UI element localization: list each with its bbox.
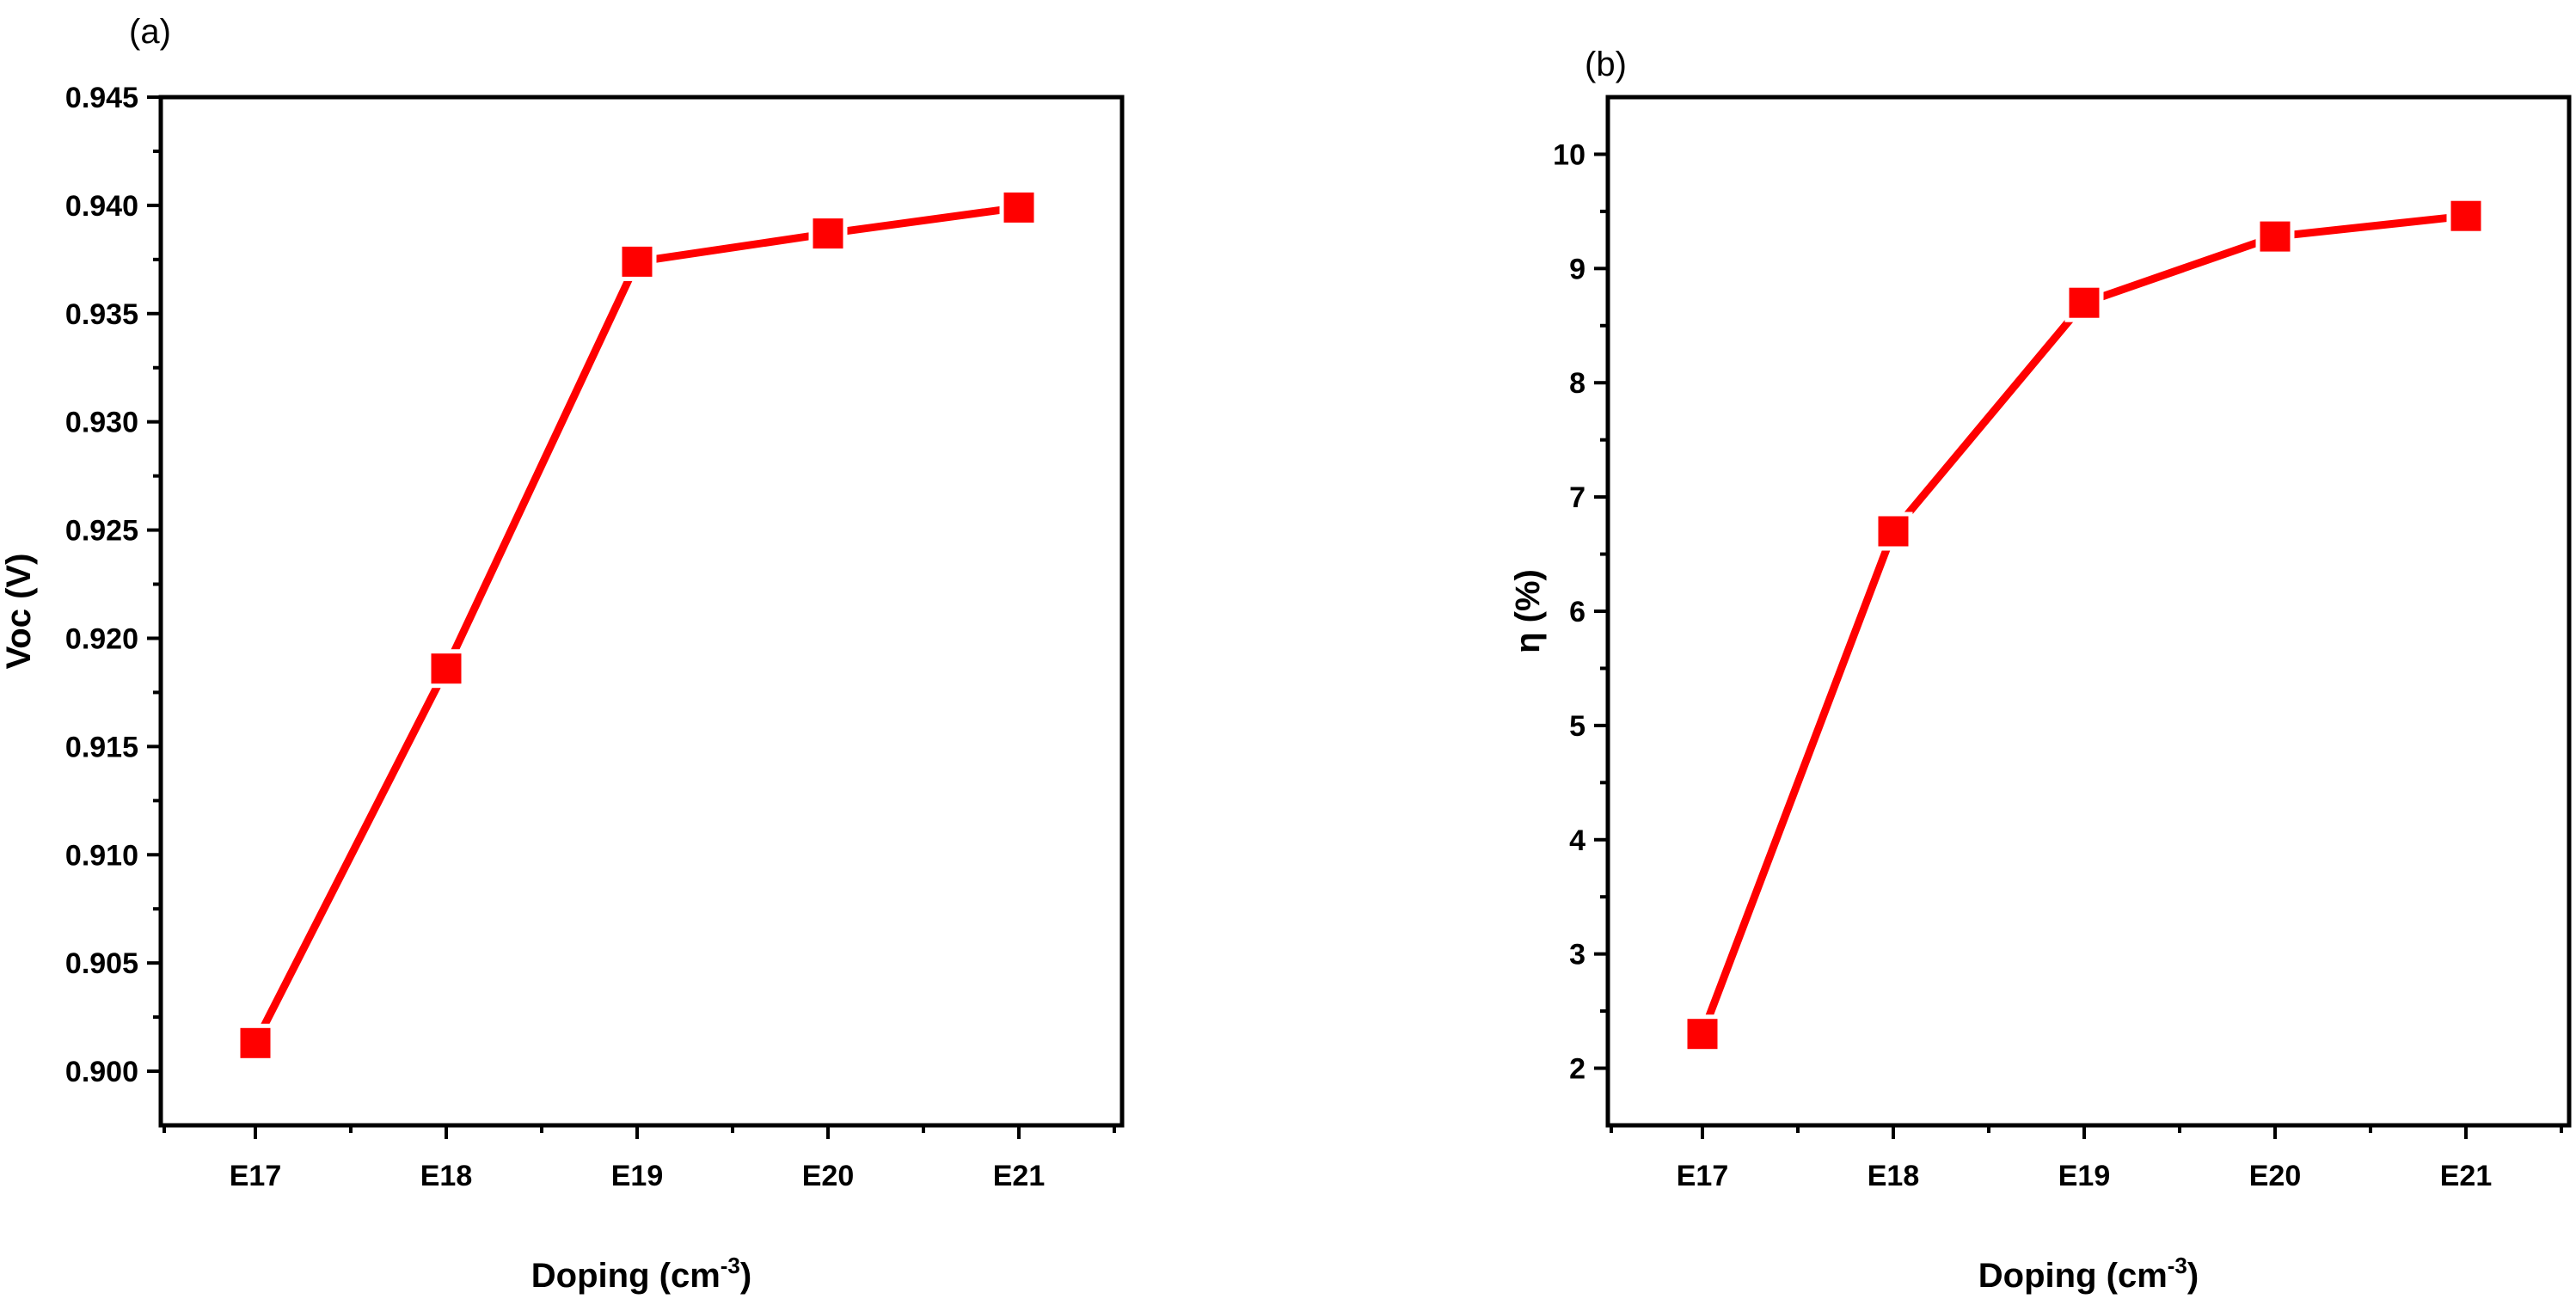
panel-b-y-axis-title: η (%) (1509, 569, 1547, 653)
y-tick-label: 0.905 (65, 947, 138, 980)
panel-b-y-tick-labels: 2 3 4 5 6 7 8 9 10 (1553, 138, 1585, 1085)
data-point-e18 (1874, 512, 1913, 551)
panel-a-ticks (147, 95, 1116, 1139)
panel-b-plot-frame (1605, 95, 2572, 1128)
panel-b-x-axis-title: Doping (cm-3) (1978, 1253, 2199, 1295)
y-tick-label: 0.940 (65, 190, 138, 223)
data-point-e20 (2255, 217, 2295, 256)
y-tick-label: 8 (1569, 367, 1585, 400)
panel-a-x-axis-title: Doping (cm-3) (531, 1253, 751, 1295)
y-tick-label: 3 (1569, 939, 1585, 971)
x-tick-label: E20 (2249, 1160, 2302, 1192)
y-tick-label: 4 (1569, 824, 1585, 857)
panel-b-x-tick-labels: E17 E18 E19 E20 E21 (1677, 1160, 2493, 1192)
data-point-e21 (2446, 196, 2486, 236)
panel-a-x-tick-labels: E17 E18 E19 E20 E21 (230, 1160, 1046, 1192)
data-point-e19 (2064, 283, 2104, 322)
y-tick-label: 0.900 (65, 1056, 138, 1088)
panel-b-label: (b) (1585, 46, 1627, 83)
x-tick-label: E18 (420, 1160, 473, 1192)
panel-b-markers (1683, 196, 2486, 1054)
y-tick-label: 9 (1569, 253, 1585, 285)
panel-a-label: (a) (129, 13, 171, 51)
x-tick-label: E18 (1868, 1160, 1920, 1192)
panel-b-ticks (1594, 152, 2563, 1139)
panel-a-voc-chart: (a) 0.9000.9050.9100.9150.9200.9250.9300… (0, 13, 1125, 1295)
y-tick-label: 6 (1569, 596, 1585, 628)
panel-a-series-line (251, 203, 1020, 1045)
panel-b-series-line (1698, 211, 2467, 1036)
x-tick-label: E21 (993, 1160, 1046, 1192)
y-tick-label: 0.935 (65, 298, 138, 331)
data-point-e17 (236, 1023, 275, 1063)
y-tick-label: 0.915 (65, 731, 138, 763)
x-tick-label: E19 (611, 1160, 664, 1192)
panel-a-y-tick-labels: 0.900 0.905 0.910 0.915 0.920 0.925 0.930 0.935… (65, 82, 138, 1088)
y-tick-label: 2 (1569, 1053, 1585, 1086)
panel-b-efficiency-chart: (b) 2 3 4 5 6 7 8 9 10 E17 E18 E19 E20 E21 Doping (c… (1509, 46, 2572, 1295)
y-tick-label: 0.910 (65, 839, 138, 872)
y-tick-label: 10 (1553, 138, 1585, 171)
panel-a-markers (236, 187, 1039, 1063)
x-tick-label: E17 (230, 1160, 282, 1192)
panel-a-y-axis-title: Voc (V) (0, 554, 38, 670)
x-tick-label: E19 (2058, 1160, 2111, 1192)
x-tick-label: E17 (1677, 1160, 1729, 1192)
y-tick-label: 5 (1569, 710, 1585, 743)
panel-a-plot-frame (158, 95, 1125, 1128)
y-tick-label: 0.930 (65, 407, 138, 439)
x-tick-label: E20 (802, 1160, 855, 1192)
y-tick-label: 0.945 (65, 82, 138, 114)
data-point-e19 (617, 242, 657, 281)
data-point-e18 (426, 649, 466, 689)
y-tick-label: 0.925 (65, 515, 138, 548)
data-point-e17 (1683, 1014, 1722, 1054)
y-tick-label: 7 (1569, 481, 1585, 514)
y-tick-label: 0.920 (65, 622, 138, 655)
data-point-e21 (999, 187, 1039, 227)
data-point-e20 (808, 214, 848, 254)
x-tick-label: E21 (2440, 1160, 2493, 1192)
